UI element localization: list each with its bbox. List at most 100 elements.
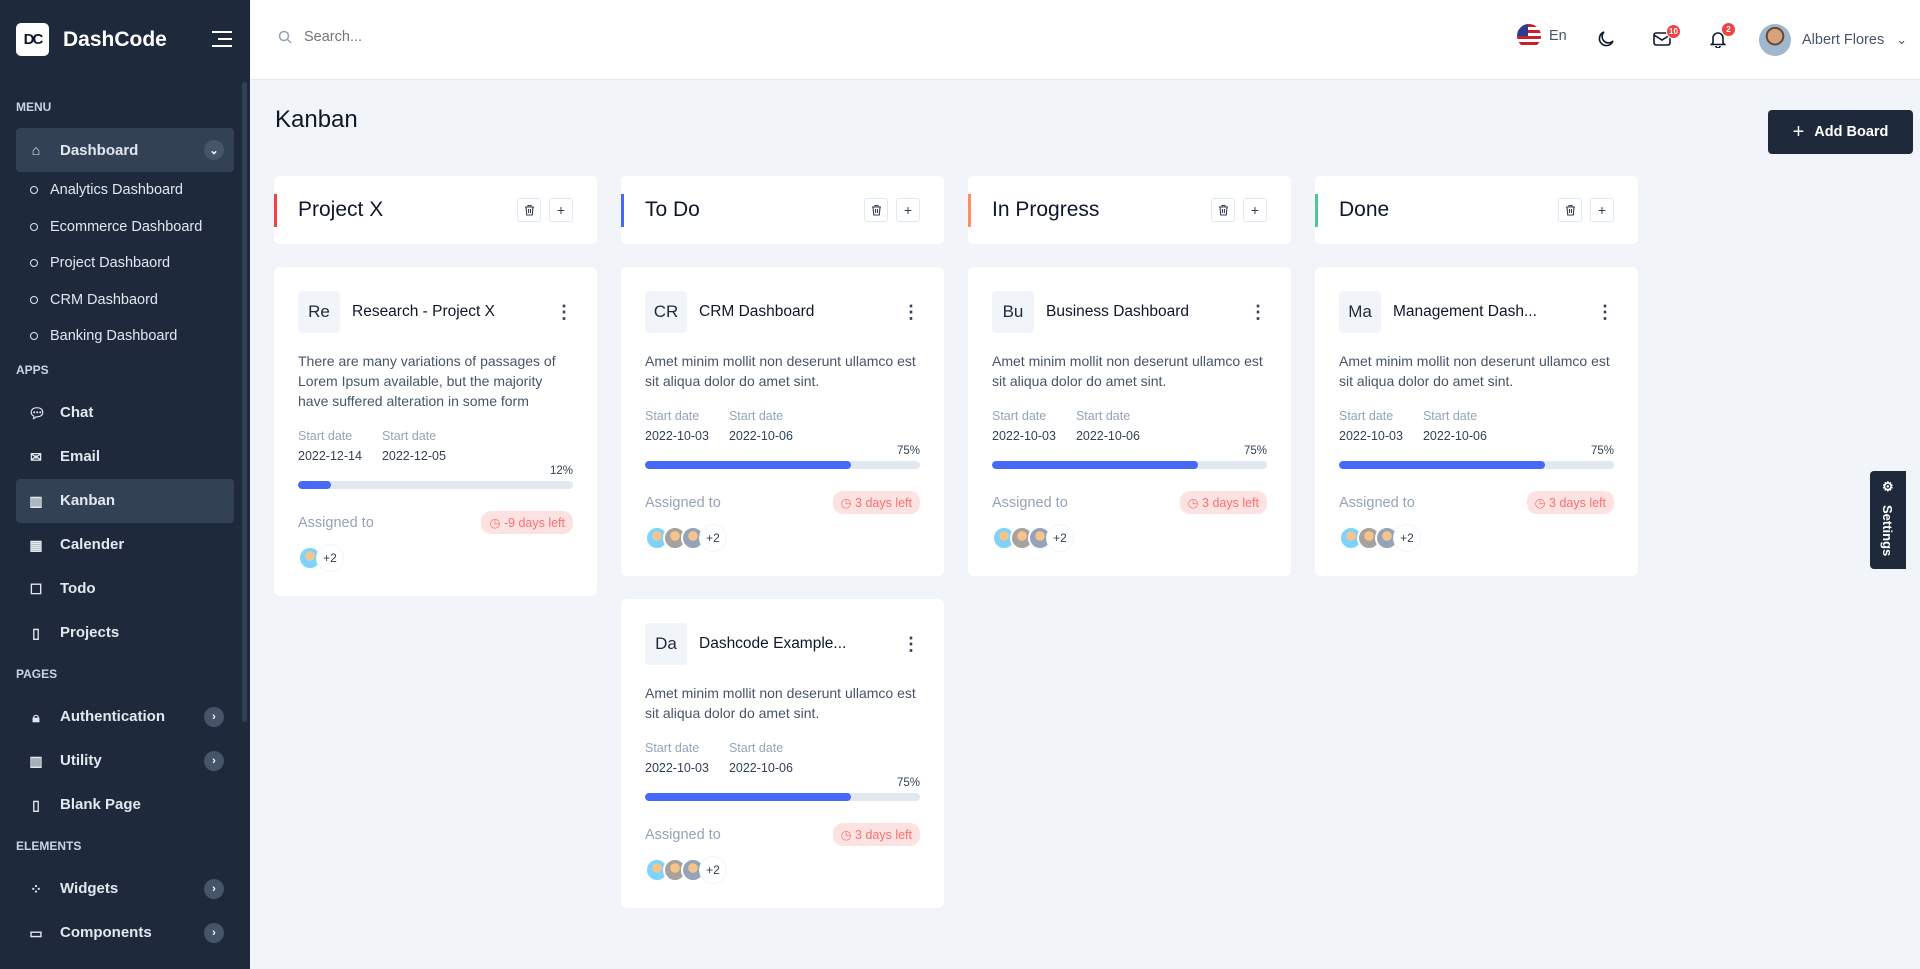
sidebar-item-utility[interactable]: ▥ Utility › — [16, 739, 234, 783]
add-task-button[interactable]: + — [896, 198, 920, 222]
mail-icon: ✉ — [30, 448, 42, 465]
sidebar-item-label: Components — [60, 924, 152, 941]
search-input[interactable] — [304, 29, 504, 45]
search-icon — [278, 30, 292, 44]
task-card[interactable]: Da Dashcode Example... ⋮ Amet minim mollit… — [621, 599, 944, 908]
sidebar-item-label: Projects — [60, 624, 120, 641]
start-date-label: Start date — [645, 741, 700, 755]
sidebar-item-label: Blank Page — [60, 796, 141, 813]
add-board-button[interactable]: + Add Board — [1768, 110, 1913, 154]
chevron-right-icon: › — [204, 922, 224, 943]
user-menu[interactable]: Albert Flores ⌄ — [1759, 24, 1907, 56]
trash-icon — [871, 204, 881, 216]
add-task-button[interactable]: + — [549, 198, 573, 222]
start-date: 2022-12-14 — [298, 449, 362, 463]
assigned-label: Assigned to — [298, 514, 374, 531]
sidebar-subitem[interactable]: Project Dashbaord — [16, 245, 234, 282]
due-badge: ◷ 3 days left — [832, 491, 920, 514]
sidebar-item-authentication[interactable]: 🔒︎ Authentication › — [16, 695, 234, 739]
task-name: Dashcode Example... — [699, 635, 847, 652]
search-bar[interactable] — [278, 29, 504, 45]
progress-percent: 75% — [896, 777, 920, 789]
sidebar-item-kanban[interactable]: ▥ Kanban — [16, 478, 234, 523]
due-badge: ◷ 3 days left — [832, 823, 920, 846]
add-task-button[interactable]: + — [1590, 198, 1614, 222]
sidebar-item-components[interactable]: ▭ Components › — [16, 911, 234, 955]
end-date-label: Start date — [381, 429, 437, 443]
sidebar-item-projects[interactable]: ▯ Projects — [16, 611, 234, 655]
sidebar-item-chat[interactable]: 💬︎ Chat — [16, 391, 234, 435]
sidebar-item-dashboard[interactable]: ⌂ Dashboard ⌄ — [16, 128, 234, 172]
due-badge: ◷ -9 days left — [481, 511, 573, 534]
sidebar-item-calender[interactable]: ▦ Calender — [16, 523, 234, 567]
sidebar-item-label: Todo — [60, 580, 96, 597]
end-date: 2022-10-06 — [728, 761, 793, 775]
more-vertical-icon[interactable]: ⋮ — [1596, 301, 1614, 322]
more-assignees[interactable]: +2 — [1046, 524, 1074, 552]
task-card[interactable]: CR CRM Dashboard ⋮ Amet minim mollit non d… — [621, 267, 944, 576]
progress-fill — [1339, 461, 1546, 469]
sidebar-subitem[interactable]: CRM Dashbaord — [16, 282, 234, 319]
sidebar-item-label: Email — [60, 448, 101, 465]
more-assignees[interactable]: +2 — [1393, 524, 1421, 552]
task-description: Amet minim mollit non deserunt ullamco e… — [645, 685, 916, 721]
sidebar-subitem[interactable]: Analytics Dashboard — [16, 172, 234, 209]
logo[interactable]: DC DashCode — [16, 23, 167, 56]
trash-icon — [524, 204, 534, 216]
menu-toggle-icon[interactable] — [212, 31, 232, 52]
app-name: DashCode — [63, 27, 167, 51]
progress-fill — [992, 461, 1199, 469]
settings-tab[interactable]: ⚙ Settings — [1870, 471, 1906, 569]
task-initials: CR — [645, 291, 687, 333]
task-card[interactable]: Ma Management Dash... ⋮ Amet minim mollit … — [1315, 267, 1638, 576]
notification-button[interactable]: 2 — [1710, 22, 1736, 48]
section-apps: APPS — [16, 362, 49, 377]
sidebar-subitem[interactable]: Ecommerce Dashboard — [16, 209, 234, 246]
progress-fill — [298, 481, 331, 489]
task-initials: Re — [298, 291, 340, 333]
end-date: 2022-10-06 — [728, 429, 793, 443]
task-card[interactable]: Bu Business Dashboard ⋮ Amet minim mollit … — [968, 267, 1291, 576]
more-assignees[interactable]: +2 — [699, 524, 727, 552]
clock-icon: ◷ — [1187, 496, 1203, 510]
more-assignees[interactable]: +2 — [316, 544, 344, 572]
start-date-label: Start date — [992, 409, 1047, 423]
delete-column-button[interactable] — [864, 198, 888, 222]
sidebar-item-email[interactable]: ✉ Email — [16, 435, 234, 479]
more-vertical-icon[interactable]: ⋮ — [902, 301, 920, 322]
mail-button[interactable]: 10 — [1653, 24, 1681, 46]
task-card[interactable]: Re Research - Project X ⋮ There are many v… — [274, 267, 597, 596]
more-vertical-icon[interactable]: ⋮ — [1249, 301, 1267, 322]
task-name: Research - Project X — [352, 303, 495, 320]
assigned-label: Assigned to — [992, 494, 1068, 511]
sidebar-subitem[interactable]: Banking Dashboard — [16, 318, 234, 355]
mail-badge: 10 — [1666, 24, 1681, 39]
more-vertical-icon[interactable]: ⋮ — [902, 633, 920, 654]
section-menu: MENU — [16, 100, 52, 114]
start-date: 2022-10-03 — [645, 761, 709, 775]
more-vertical-icon[interactable]: ⋮ — [555, 301, 573, 322]
sidebar-item-label: Dashboard — [60, 141, 139, 159]
sidebar-scrollbar[interactable] — [242, 82, 247, 722]
column-color-bar — [1315, 194, 1318, 227]
delete-column-button[interactable] — [517, 198, 541, 222]
clipboard-icon: ☐ — [29, 580, 43, 597]
progress-bar — [645, 461, 920, 469]
due-text: 3 days left — [1202, 496, 1259, 510]
add-task-button[interactable]: + — [1243, 198, 1267, 222]
home-icon: ⌂ — [31, 142, 41, 158]
sidebar-item-todo[interactable]: ☐ Todo — [16, 567, 234, 611]
dark-mode-toggle[interactable] — [1597, 30, 1615, 48]
sidebar-item-widgets[interactable]: ⁘ Widgets › — [16, 867, 234, 911]
start-date-label: Start date — [645, 409, 700, 423]
plus-icon: + — [1792, 120, 1805, 143]
language-selector[interactable]: En — [1517, 24, 1567, 48]
delete-column-button[interactable] — [1211, 198, 1235, 222]
assigned-label: Assigned to — [645, 494, 721, 511]
delete-column-button[interactable] — [1558, 198, 1582, 222]
sidebar-item-blank-page[interactable]: ▯ Blank Page — [16, 783, 234, 827]
assigned-label: Assigned to — [645, 826, 721, 843]
assignee-group: +2 — [1339, 524, 1614, 552]
task-description: Amet minim mollit non deserunt ullamco e… — [1339, 353, 1610, 389]
more-assignees[interactable]: +2 — [699, 856, 727, 884]
